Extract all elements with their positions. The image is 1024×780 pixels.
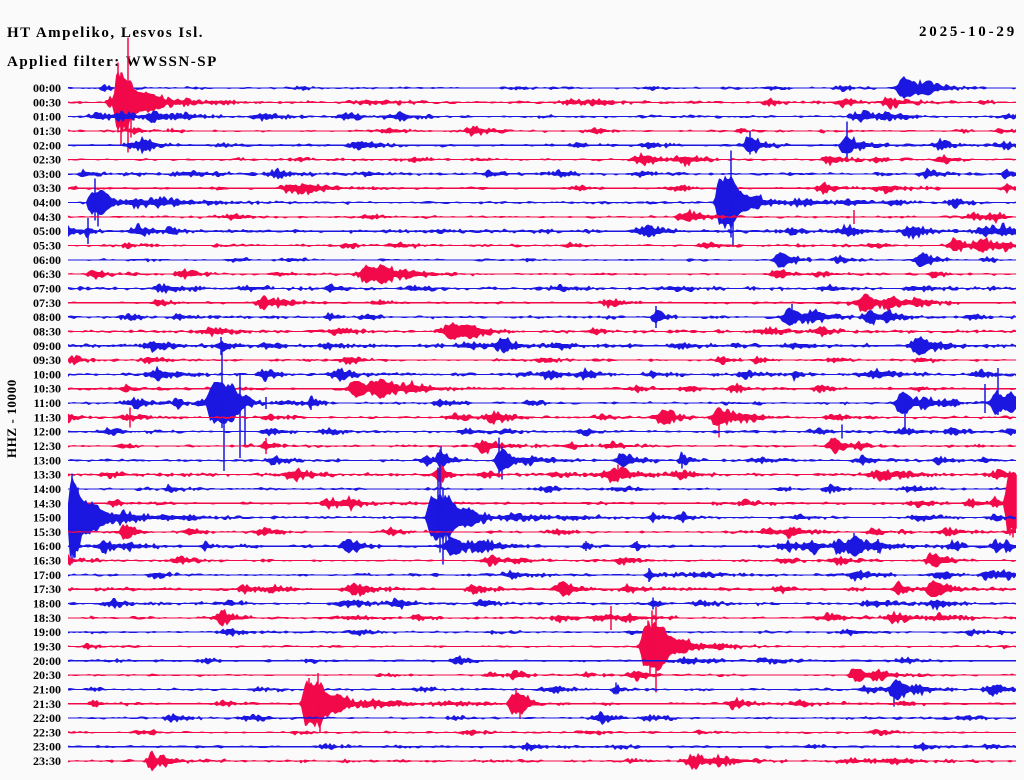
- svg-text:10:30: 10:30: [33, 382, 61, 396]
- svg-text:21:00: 21:00: [33, 682, 61, 696]
- svg-text:20:30: 20:30: [33, 668, 61, 682]
- svg-text:04:30: 04:30: [33, 210, 61, 224]
- svg-text:01:30: 01:30: [33, 124, 61, 138]
- svg-text:15:30: 15:30: [33, 525, 61, 539]
- svg-text:23:30: 23:30: [33, 754, 61, 768]
- svg-text:19:30: 19:30: [33, 640, 61, 654]
- svg-text:00:30: 00:30: [33, 95, 61, 109]
- svg-text:13:00: 13:00: [33, 453, 61, 467]
- svg-text:07:00: 07:00: [33, 282, 61, 296]
- svg-text:22:30: 22:30: [33, 725, 61, 739]
- svg-text:21:30: 21:30: [33, 697, 61, 711]
- svg-text:03:00: 03:00: [33, 167, 61, 181]
- svg-text:09:00: 09:00: [33, 339, 61, 353]
- svg-text:14:30: 14:30: [33, 496, 61, 510]
- svg-text:05:00: 05:00: [33, 224, 61, 238]
- svg-text:10:00: 10:00: [33, 367, 61, 381]
- svg-text:08:00: 08:00: [33, 310, 61, 324]
- svg-text:13:30: 13:30: [33, 468, 61, 482]
- svg-text:00:00: 00:00: [33, 81, 61, 95]
- svg-text:22:00: 22:00: [33, 711, 61, 725]
- svg-text:14:00: 14:00: [33, 482, 61, 496]
- svg-text:08:30: 08:30: [33, 324, 61, 338]
- svg-text:20:00: 20:00: [33, 654, 61, 668]
- svg-text:HT Ampeliko, Lesvos Isl.: HT Ampeliko, Lesvos Isl.: [7, 25, 204, 41]
- svg-text:17:00: 17:00: [33, 568, 61, 582]
- svg-text:07:30: 07:30: [33, 296, 61, 310]
- svg-text:06:30: 06:30: [33, 267, 61, 281]
- svg-text:18:00: 18:00: [33, 597, 61, 611]
- svg-text:03:30: 03:30: [33, 181, 61, 195]
- svg-text:2025-10-29: 2025-10-29: [919, 24, 1017, 40]
- svg-text:15:00: 15:00: [33, 511, 61, 525]
- svg-text:17:30: 17:30: [33, 582, 61, 596]
- svg-text:02:30: 02:30: [33, 153, 61, 167]
- svg-text:11:30: 11:30: [34, 410, 61, 424]
- svg-text:HHZ - 10000: HHZ - 10000: [4, 379, 19, 458]
- svg-text:Applied filter: WWSSN-SP: Applied filter: WWSSN-SP: [7, 54, 218, 70]
- svg-text:01:00: 01:00: [33, 110, 61, 124]
- svg-text:05:30: 05:30: [33, 239, 61, 253]
- svg-text:16:00: 16:00: [33, 539, 61, 553]
- svg-text:02:00: 02:00: [33, 138, 61, 152]
- svg-text:12:30: 12:30: [33, 439, 61, 453]
- svg-text:11:00: 11:00: [34, 396, 61, 410]
- svg-text:09:30: 09:30: [33, 353, 61, 367]
- svg-text:23:00: 23:00: [33, 740, 61, 754]
- svg-text:04:00: 04:00: [33, 196, 61, 210]
- svg-text:19:00: 19:00: [33, 625, 61, 639]
- svg-text:06:00: 06:00: [33, 253, 61, 267]
- svg-text:18:30: 18:30: [33, 611, 61, 625]
- svg-text:12:00: 12:00: [33, 425, 61, 439]
- svg-text:16:30: 16:30: [33, 554, 61, 568]
